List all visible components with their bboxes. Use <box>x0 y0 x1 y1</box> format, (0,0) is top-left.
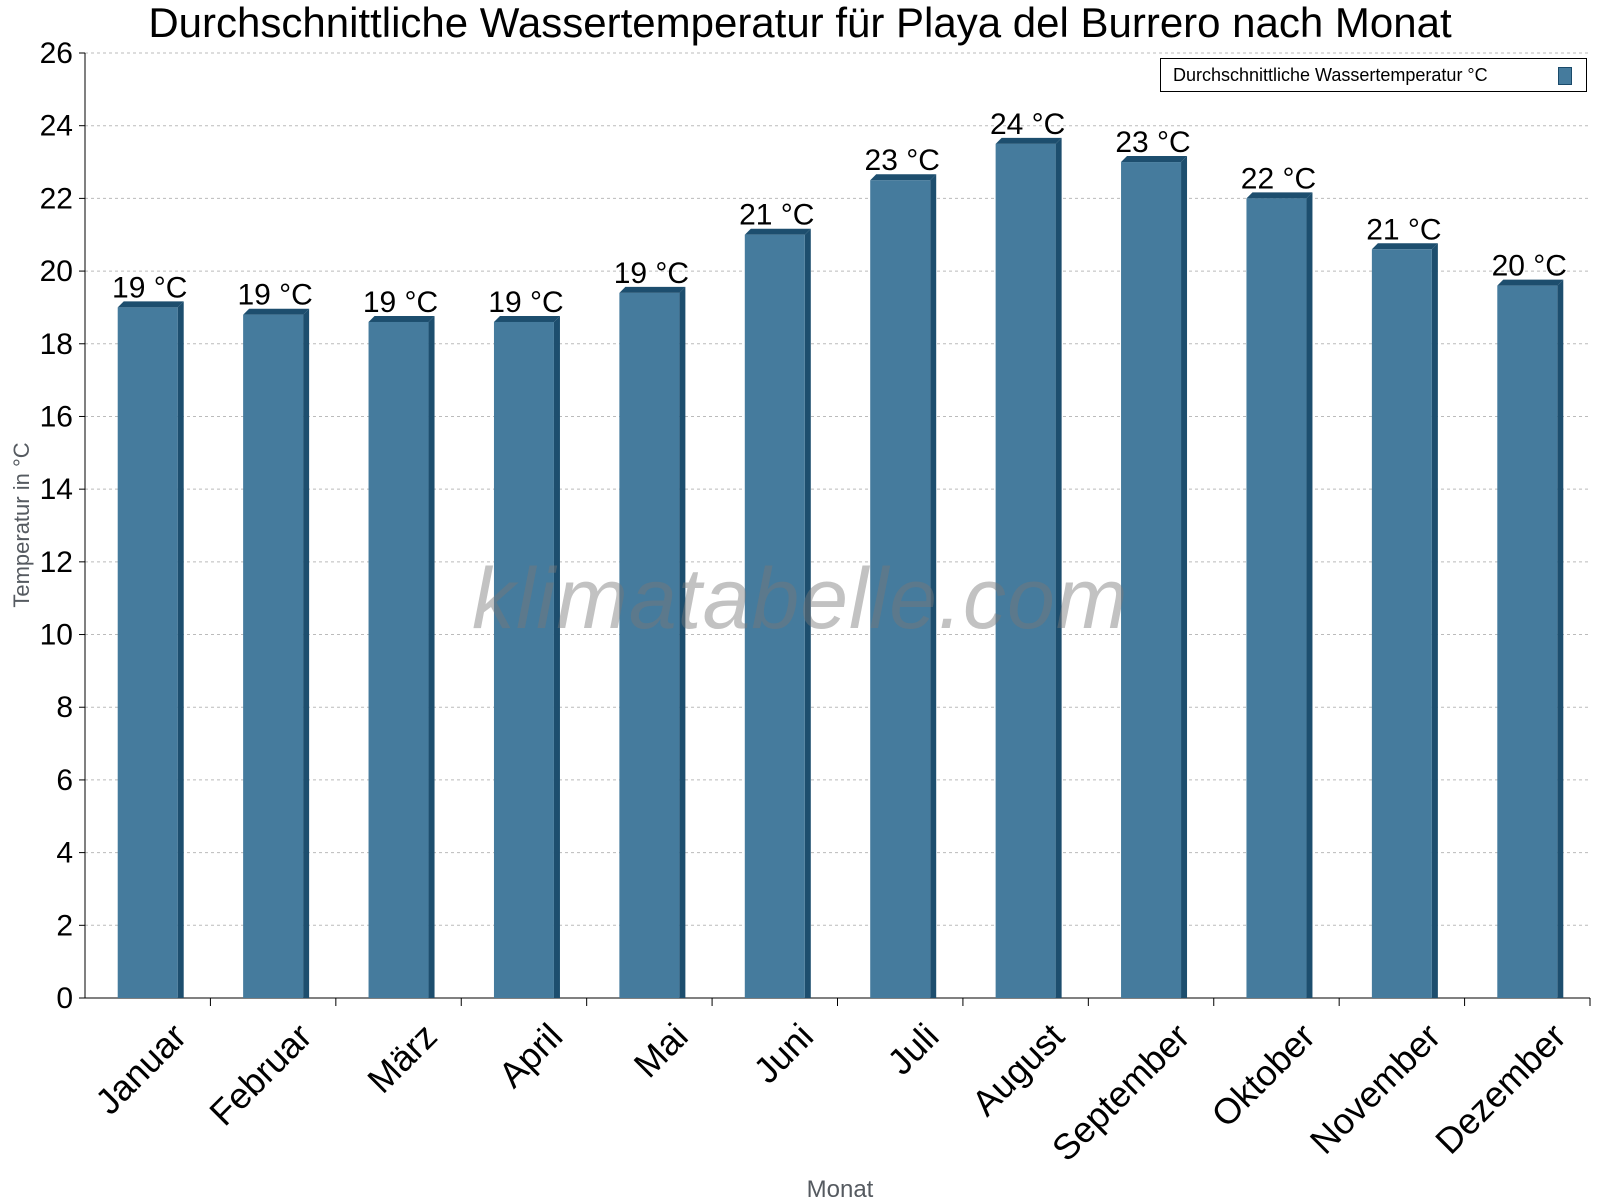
y-tick-label: 16 <box>40 400 73 433</box>
bar <box>744 234 805 998</box>
y-tick-label: 0 <box>56 982 73 1015</box>
y-tick-label: 20 <box>40 255 73 288</box>
bar <box>1121 162 1182 999</box>
y-tick-label: 24 <box>40 110 73 143</box>
data-label: 20 °C <box>1492 250 1567 283</box>
bar-top <box>619 286 686 293</box>
x-tick-label: Mai <box>626 1015 696 1085</box>
bar-side <box>1431 243 1438 998</box>
y-tick-label: 4 <box>56 837 73 870</box>
bar-top <box>1371 243 1438 250</box>
y-tick-label: 2 <box>56 909 73 942</box>
legend-swatch <box>1558 67 1572 85</box>
bar <box>1497 285 1558 999</box>
x-axis-label: Monat <box>806 1176 874 1203</box>
x-tick-label: Dezember <box>1427 1015 1573 1161</box>
data-label: 23 °C <box>865 144 940 177</box>
x-tick-label: Februar <box>201 1015 319 1133</box>
data-label: 19 °C <box>488 286 563 319</box>
y-tick-label: 10 <box>40 619 73 652</box>
bar <box>995 143 1056 999</box>
y-tick-label: 8 <box>56 691 73 724</box>
bar <box>368 321 429 998</box>
bar <box>1371 249 1432 998</box>
y-tick-label: 14 <box>40 473 73 506</box>
bar-side <box>1181 156 1188 999</box>
bar-top <box>117 301 184 308</box>
bar-side <box>804 228 811 998</box>
data-label: 19 °C <box>112 271 187 304</box>
bar-side <box>553 315 560 998</box>
y-tick-label: 6 <box>56 764 73 797</box>
bar-top <box>870 174 937 181</box>
bar-top <box>243 308 310 315</box>
data-label: 24 °C <box>990 108 1065 141</box>
x-tick-label: November <box>1302 1015 1448 1161</box>
bar-top <box>1246 192 1313 199</box>
data-label: 19 °C <box>363 286 438 319</box>
bar-top <box>368 315 435 322</box>
x-tick-label: Januar <box>87 1015 194 1122</box>
x-tick-label: August <box>964 1015 1072 1123</box>
bar-top <box>744 228 811 235</box>
data-label: 21 °C <box>1366 213 1441 246</box>
bar-side <box>1306 192 1313 998</box>
data-label: 19 °C <box>614 257 689 290</box>
data-label: 22 °C <box>1241 162 1316 195</box>
bar-top <box>1121 156 1188 163</box>
bar-side <box>1557 279 1564 999</box>
bar <box>117 307 178 998</box>
bar <box>493 321 554 998</box>
bar-top <box>995 137 1062 144</box>
chart-title: Durchschnittliche Wassertemperatur für P… <box>148 0 1452 46</box>
bar <box>870 180 931 998</box>
x-tick-label: Juni <box>745 1015 821 1091</box>
watermark: klimatabelle.com <box>472 551 1129 647</box>
legend-label: Durchschnittliche Wassertemperatur °C <box>1173 65 1488 85</box>
bar-side <box>428 315 435 998</box>
y-axis-label: Temperatur in °C <box>9 442 34 608</box>
x-tick-label: September <box>1044 1015 1198 1169</box>
bar-top <box>493 315 560 322</box>
bar <box>1246 198 1307 998</box>
bar <box>619 292 680 998</box>
data-label: 19 °C <box>237 279 312 312</box>
x-tick-label: März <box>359 1015 445 1101</box>
y-tick-label: 22 <box>40 182 73 215</box>
bar-top <box>1497 279 1564 286</box>
y-tick-label: 12 <box>40 546 73 579</box>
bar-side <box>1055 137 1062 999</box>
data-label: 23 °C <box>1115 126 1190 159</box>
bar-side <box>303 308 310 998</box>
x-tick-label: Juli <box>879 1015 946 1082</box>
data-label: 21 °C <box>739 199 814 232</box>
x-tick-label: April <box>490 1015 570 1095</box>
y-tick-label: 26 <box>40 37 73 70</box>
bar-side <box>930 174 937 998</box>
bar-side <box>679 286 686 998</box>
x-tick-label: Oktober <box>1203 1015 1323 1135</box>
legend: Durchschnittliche Wassertemperatur °C <box>1160 58 1587 92</box>
bar <box>243 314 304 998</box>
bar-side <box>177 301 184 998</box>
y-tick-label: 18 <box>40 328 73 361</box>
